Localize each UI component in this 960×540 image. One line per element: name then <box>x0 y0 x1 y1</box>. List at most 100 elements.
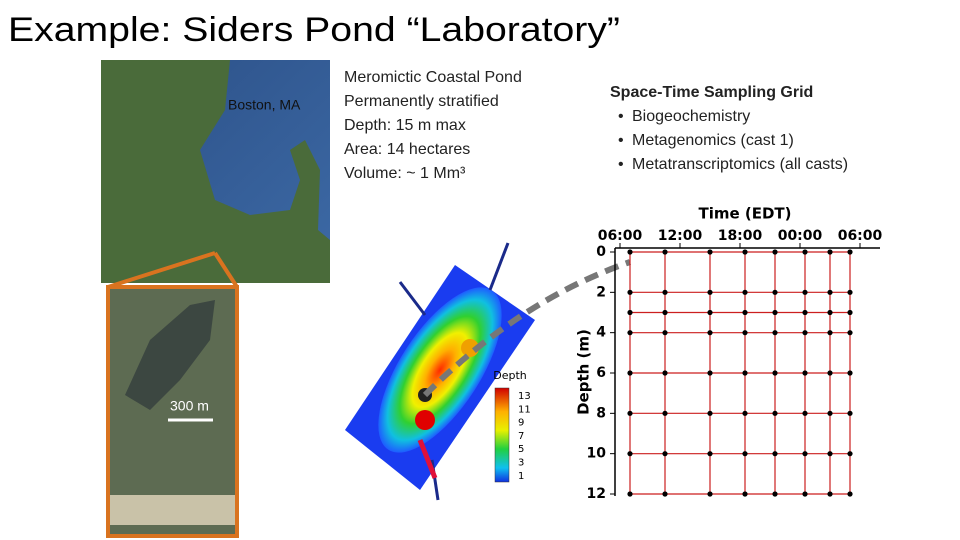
x-tick-label: 06:00 <box>838 228 883 244</box>
y-tick-label: 2 <box>596 284 606 300</box>
legend-tick: 3 <box>518 458 524 469</box>
sample-point <box>742 451 748 457</box>
legend-tick: 1 <box>518 471 524 482</box>
land <box>101 60 330 283</box>
sample-point <box>662 370 668 376</box>
y-tick-label: 12 <box>587 486 606 502</box>
sampling-item: Metagenomics (cast 1) <box>632 132 794 149</box>
sample-point <box>662 330 668 336</box>
sample-point <box>847 491 853 497</box>
y-tick-label: 6 <box>596 365 606 381</box>
sampling-chart: Time (EDT) Depth (m) 06:00 12:00 18:00 00:00 0… <box>575 205 883 503</box>
x-tick-label: 18:00 <box>718 228 763 244</box>
sample-point <box>847 249 853 255</box>
sampling-heading: Space-Time Sampling Grid <box>610 84 813 101</box>
x-tick-label: 12:00 <box>658 228 703 244</box>
arrow <box>417 439 438 479</box>
sample-point <box>772 410 778 416</box>
x-tick-label: 00:00 <box>778 228 823 244</box>
sample-point <box>772 451 778 457</box>
pond-water <box>125 300 215 410</box>
fact: Area: 14 hectares <box>344 141 470 158</box>
arrow <box>488 242 510 291</box>
y-tick-label: 4 <box>596 325 606 341</box>
sample-point <box>627 330 633 336</box>
sample-point <box>772 330 778 336</box>
sample-point <box>772 249 778 255</box>
sample-point <box>662 309 668 316</box>
sample-point <box>742 491 748 497</box>
sample-point <box>827 309 833 316</box>
sample-point <box>627 309 633 316</box>
legend-tick: 5 <box>518 444 524 455</box>
sample-point <box>627 491 633 497</box>
pond-depth-field <box>378 287 502 453</box>
station <box>415 410 435 430</box>
beach <box>110 495 235 525</box>
sample-point <box>707 289 713 295</box>
sample-point <box>802 309 808 316</box>
sample-point <box>802 330 808 336</box>
sample-point <box>827 330 833 336</box>
sample-point <box>827 491 833 497</box>
station <box>461 339 479 357</box>
slide-title: Example: Siders Pond “Laboratory” <box>8 11 620 49</box>
legend-tick: 9 <box>518 418 524 429</box>
sample-point <box>742 309 748 316</box>
sample-point <box>827 289 833 295</box>
sample-point <box>827 249 833 255</box>
legend-title: Depth <box>493 369 527 382</box>
sampling-item: Biogeochemistry <box>632 108 750 125</box>
sample-point <box>627 410 633 416</box>
bullet: • <box>618 108 624 125</box>
sample-point <box>742 289 748 295</box>
sample-point <box>742 370 748 376</box>
legend-ticks: 13 11 9 7 5 3 1 <box>518 391 531 482</box>
fact: Permanently stratified <box>344 93 499 110</box>
sample-point <box>772 309 778 316</box>
sample-point <box>627 370 633 376</box>
sample-point <box>627 451 633 457</box>
sample-point <box>772 289 778 295</box>
sample-point <box>827 410 833 416</box>
sample-point <box>627 249 633 255</box>
sample-point <box>742 249 748 255</box>
sample-point <box>627 289 633 295</box>
sample-point <box>662 249 668 255</box>
legend-tick: 11 <box>518 404 531 415</box>
sample-point <box>802 249 808 255</box>
zoom-line <box>107 251 216 289</box>
sample-point <box>802 491 808 497</box>
sample-point <box>847 309 853 316</box>
sample-point <box>802 370 808 376</box>
arrow <box>398 281 427 316</box>
city-label: Boston, MA <box>228 97 301 113</box>
sample-point <box>802 410 808 416</box>
connector <box>422 259 631 398</box>
scale-label: 300 m <box>170 398 209 414</box>
x-tick-label: 06:00 <box>598 228 643 244</box>
sample-point <box>847 330 853 336</box>
y-axis-title: Depth (m) <box>575 329 593 415</box>
zoom-line <box>213 251 239 289</box>
fact: Volume: ~ 1 Mm³ <box>344 165 466 182</box>
sample-point <box>707 451 713 457</box>
sampling: Space-Time Sampling Grid • Biogeochemist… <box>610 84 848 173</box>
fact: Meromictic Coastal Pond <box>344 69 522 86</box>
legend-tick: 7 <box>518 431 524 442</box>
sample-point <box>802 289 808 295</box>
sample-point <box>847 451 853 457</box>
sample-point <box>772 491 778 497</box>
sample-point <box>847 289 853 295</box>
bullet: • <box>618 132 624 149</box>
sample-point <box>707 410 713 416</box>
sampling-item: Metatranscriptomics (all casts) <box>632 156 848 173</box>
sample-point <box>707 330 713 336</box>
sample-point <box>802 451 808 457</box>
sample-point <box>827 451 833 457</box>
color-bar <box>494 387 510 483</box>
sample-point <box>707 249 713 255</box>
sample-point <box>707 491 713 497</box>
